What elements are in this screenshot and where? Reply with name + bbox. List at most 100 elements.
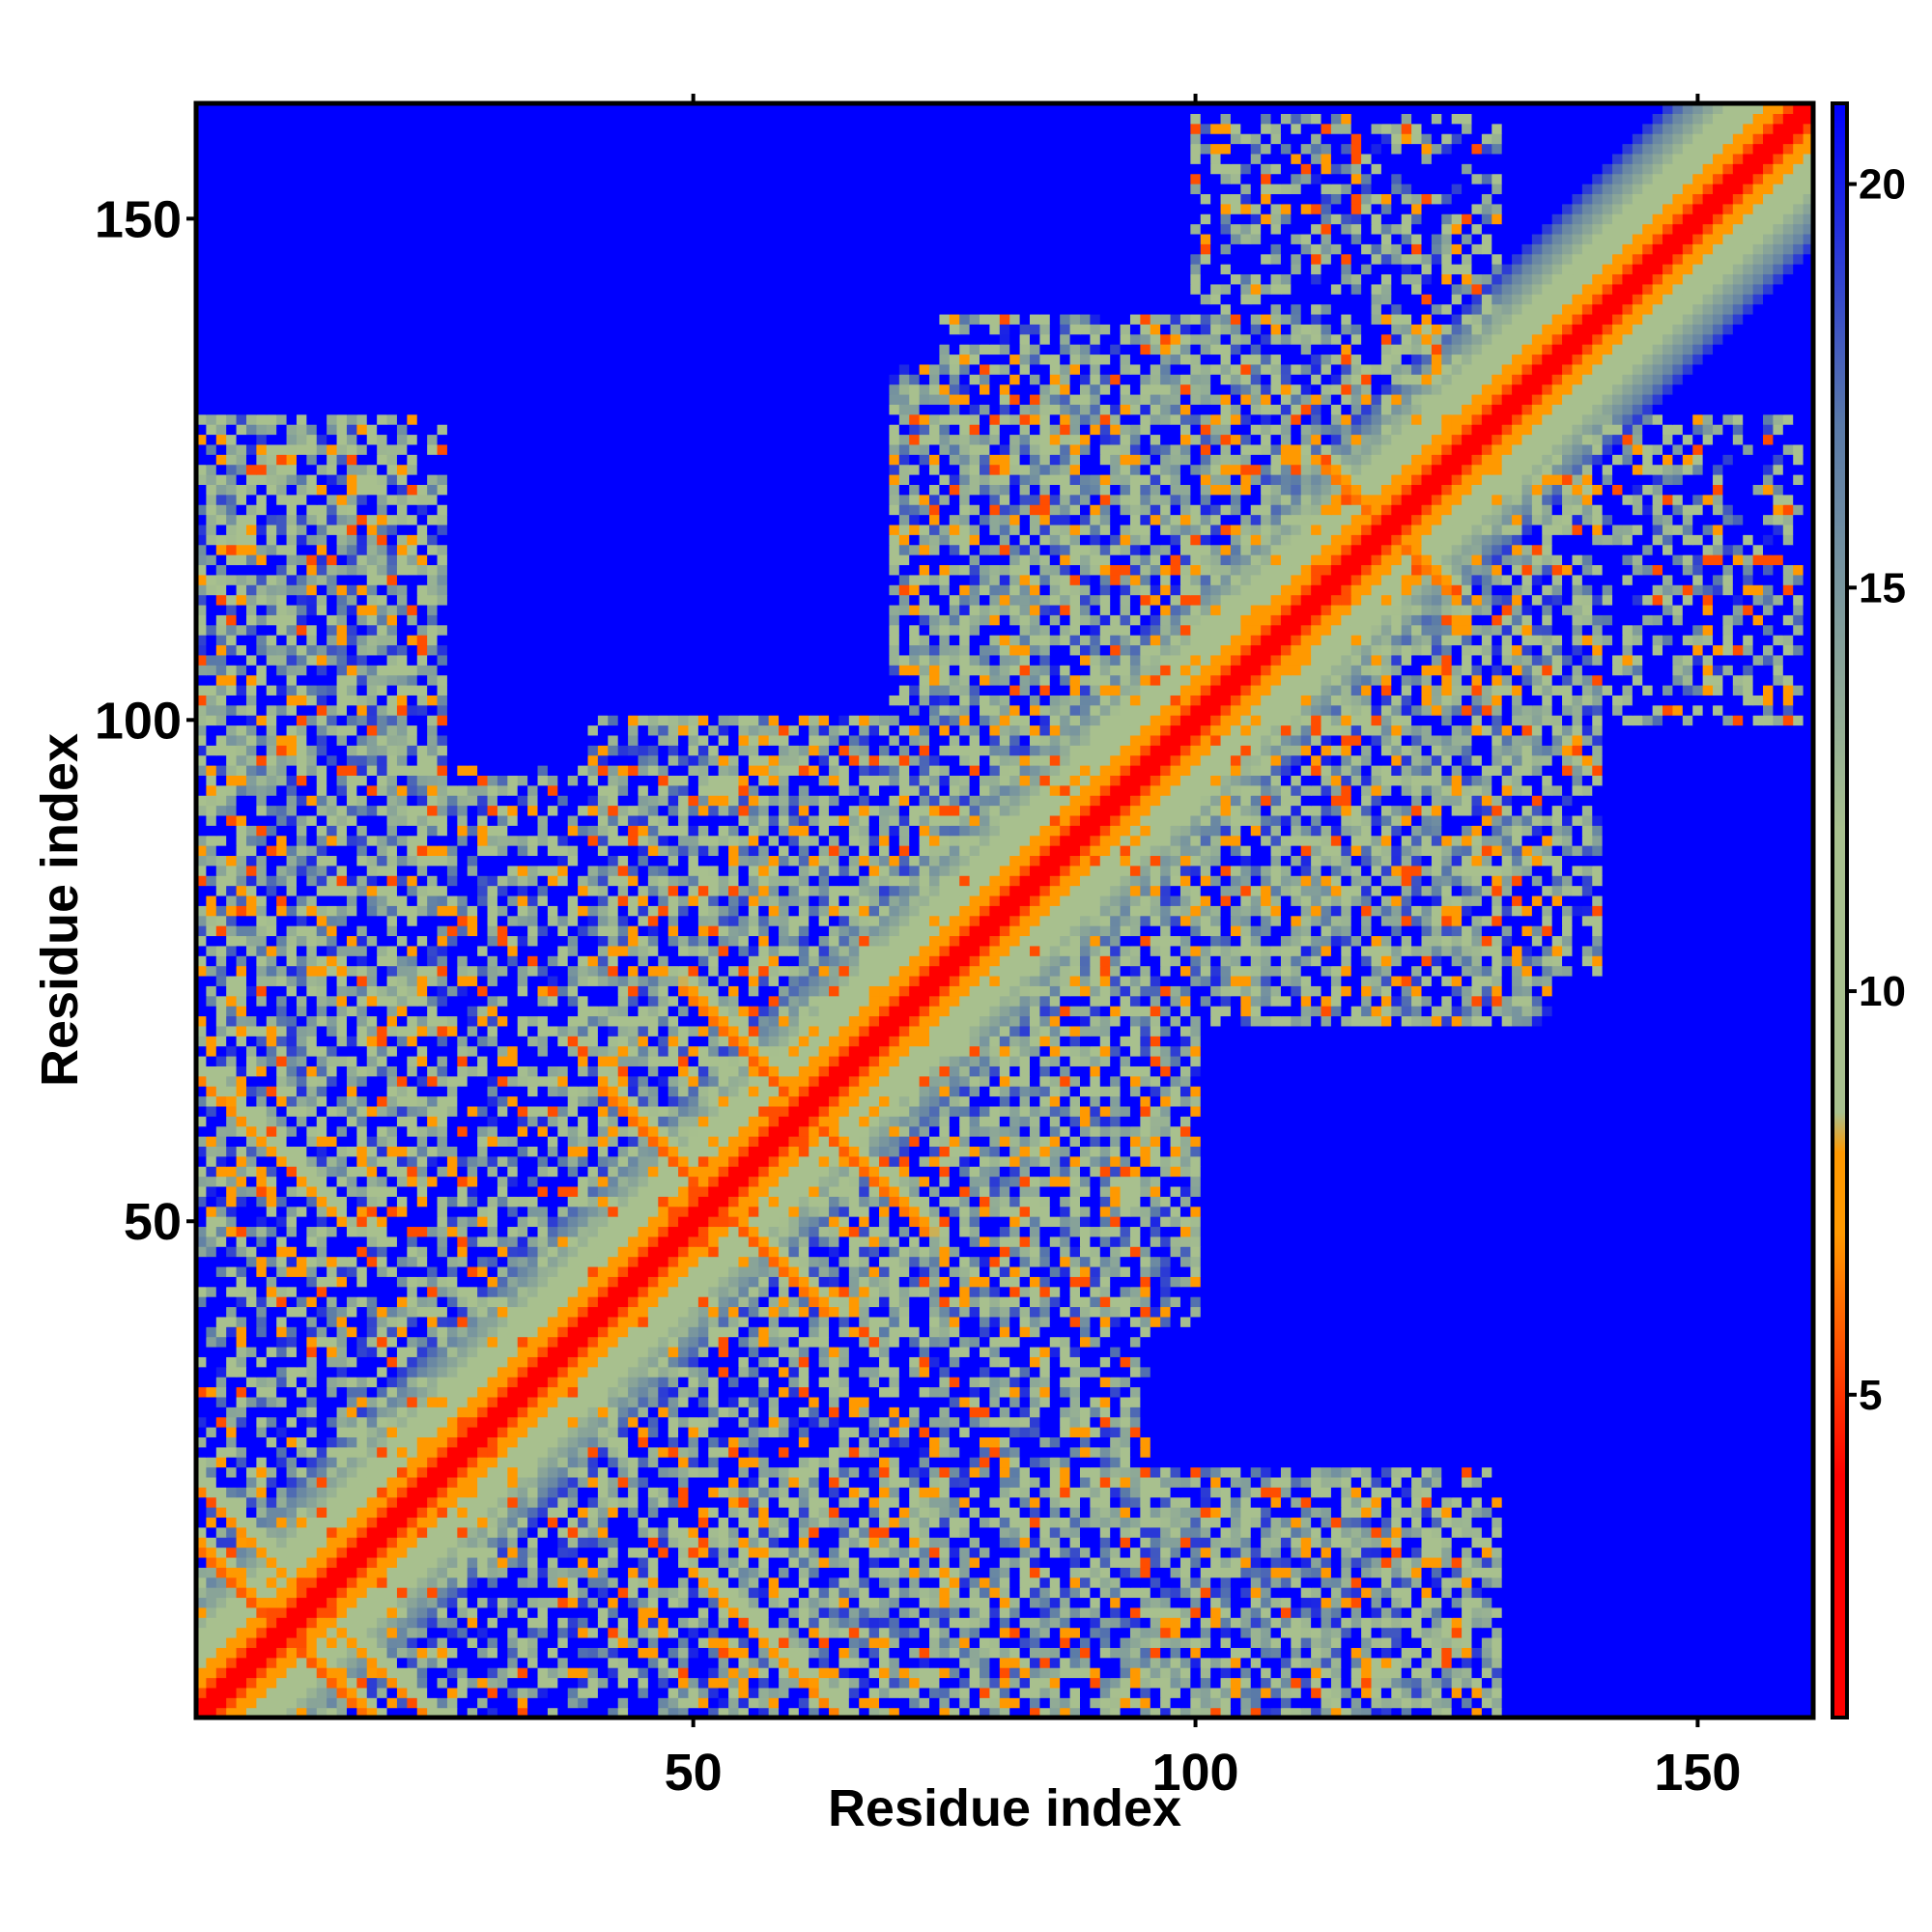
heatmap-cell [256,1687,268,1698]
heatmap-cell [678,1457,690,1468]
heatmap-cell [1210,1507,1222,1519]
heatmap-cell [597,1436,609,1448]
heatmap-cell [1752,1547,1764,1558]
heatmap-cell [949,1457,960,1468]
heatmap-cell [1642,1677,1654,1689]
heatmap-cell [1039,1427,1051,1437]
heatmap-cell [236,1526,247,1538]
heatmap-cell [366,1466,378,1478]
heatmap-cell [336,1707,348,1719]
heatmap-cell [889,1446,900,1458]
heatmap-cell [1371,1466,1382,1478]
heatmap-cell [1179,1517,1191,1528]
heatmap-cell [848,1526,860,1538]
heatmap-cell [1642,1537,1654,1548]
heatmap-cell [437,1526,448,1538]
heatmap-cell [1542,1526,1553,1538]
heatmap-cell [336,1657,348,1668]
heatmap-cell [647,1606,659,1618]
heatmap-cell [1009,1667,1021,1679]
heatmap-cell [396,1507,408,1519]
heatmap-cell [1592,1707,1604,1719]
heatmap-cell [1743,1647,1754,1659]
heatmap-cell [1129,1667,1141,1679]
heatmap-cell [1170,1406,1181,1418]
heatmap-cell [517,1427,528,1437]
heatmap-cell [1009,1416,1021,1428]
heatmap-cell [497,1657,508,1668]
heatmap-cell [477,1687,489,1698]
heatmap-cell [617,1507,629,1519]
heatmap-cell [1682,1547,1693,1558]
heatmap-cell [327,1537,338,1548]
heatmap-cell [1662,1466,1674,1478]
heatmap-cell [617,1446,629,1458]
heatmap-cell [859,1547,870,1558]
heatmap-cell [256,1547,268,1558]
heatmap-cell [266,1427,277,1437]
heatmap-cell [1602,1517,1613,1528]
heatmap-cell [1612,1466,1624,1478]
heatmap-cell [949,1687,960,1698]
heatmap-cell [276,1617,288,1629]
heatmap-cell [1521,1427,1533,1437]
heatmap-cell [1150,1547,1161,1558]
heatmap-cell [748,1547,759,1558]
heatmap-cell [1009,1567,1021,1578]
heatmap-cell [327,1587,338,1599]
heatmap-cell [1803,1697,1814,1709]
heatmap-cell [1019,1416,1031,1428]
heatmap-cell [949,1466,960,1478]
heatmap-cell [678,1517,690,1528]
heatmap-cell [1019,1496,1031,1508]
heatmap-cell [1451,1647,1463,1659]
heatmap-cell [1501,1617,1513,1629]
heatmap-cell [377,1466,388,1478]
heatmap-cell [969,1647,980,1659]
heatmap-cell [1622,1446,1634,1458]
heatmap-cell [1411,1597,1423,1608]
heatmap-cell [1551,1687,1563,1698]
heatmap-cell [999,1466,1010,1478]
heatmap-cell [1261,1476,1272,1488]
heatmap-cell [1743,1707,1754,1719]
heatmap-cell [427,1707,439,1719]
heatmap-cell [1722,1667,1734,1679]
heatmap-cell [617,1587,629,1599]
heatmap-cell [226,1597,238,1608]
heatmap-cell [1060,1597,1071,1608]
heatmap-cell [638,1687,649,1698]
heatmap-cell [949,1416,960,1428]
heatmap-cell [547,1606,558,1618]
heatmap-cell [537,1617,549,1629]
heatmap-cell [809,1587,820,1599]
heatmap-cell [396,1707,408,1719]
heatmap-cell [1581,1636,1593,1648]
heatmap-cell [567,1457,579,1468]
heatmap-cell [688,1627,699,1638]
heatmap-cell [668,1416,679,1428]
heatmap-cell [829,1577,840,1588]
heatmap-cell [336,1556,348,1568]
heatmap-cell [798,1577,810,1588]
heatmap-cell [407,1427,418,1437]
heatmap-cell [537,1406,549,1418]
heatmap-cell [1120,1406,1131,1418]
heatmap-cell [1200,1406,1211,1418]
heatmap-cell [1551,1647,1563,1659]
heatmap-cell [256,1556,268,1568]
heatmap-cell [1411,1537,1423,1548]
heatmap-cell [1090,1627,1101,1638]
heatmap-cell [1391,1697,1403,1709]
heatmap-cell [1120,1476,1131,1488]
heatmap-cell [628,1636,639,1648]
heatmap-cell [1702,1577,1714,1588]
heatmap-cell [1431,1687,1442,1698]
heatmap-cell [1682,1647,1693,1659]
heatmap-cell [1140,1446,1151,1458]
heatmap-cell [939,1496,951,1508]
heatmap-cell [497,1617,508,1629]
heatmap-cell [1321,1577,1332,1588]
heatmap-cell [1179,1687,1191,1698]
heatmap-cell [226,1446,238,1458]
